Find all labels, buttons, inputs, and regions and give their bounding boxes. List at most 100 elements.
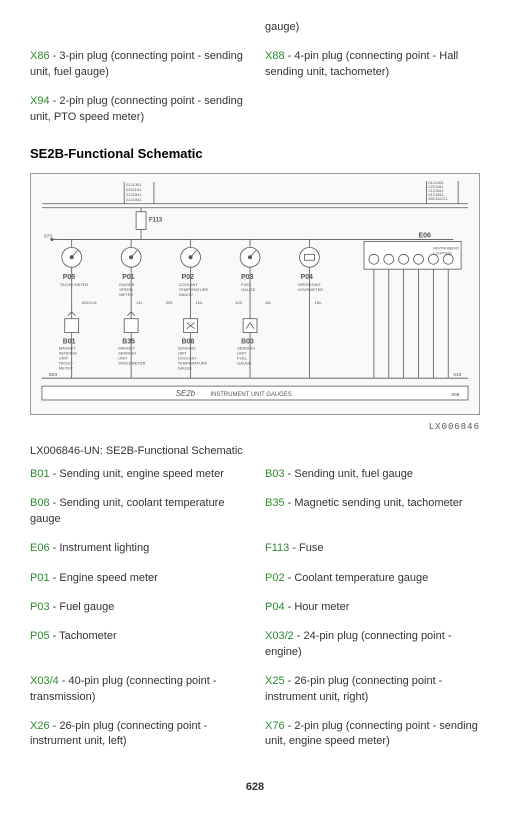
- ref-code: X03/4: [30, 675, 59, 687]
- ref-code: P03: [30, 601, 50, 613]
- figure-id: LX006846: [30, 421, 480, 434]
- svg-text:P02: P02: [182, 274, 194, 281]
- ref-entry: B03 - Sending unit, fuel gauge: [265, 467, 480, 482]
- svg-text:P01: P01: [122, 274, 134, 281]
- svg-text:622/1/41: 622/1/41: [82, 300, 97, 305]
- section-title: SE2B-Functional Schematic: [30, 145, 480, 163]
- schematic-svg: .l { stroke:#555; stroke-width:0.8; fill…: [37, 180, 473, 408]
- ref-desc: - Engine speed meter: [50, 572, 158, 584]
- top-row-1: X86 - 3-pin plug (connecting point - sen…: [30, 49, 480, 86]
- svg-text:10L: 10L: [265, 300, 272, 305]
- ref-code: B35: [265, 497, 285, 509]
- ref-row: P03 - Fuel gauge P04 - Hour meter: [30, 600, 480, 621]
- sender-b01: B01 MAGNET SENDING UNIT TACHO- METER: [59, 312, 79, 370]
- svg-text:1NL: 1NL: [196, 300, 204, 305]
- ref-entry: B35 - Magnetic sending unit, tachometer: [265, 496, 480, 527]
- ref-code: P05: [30, 630, 50, 642]
- ref-code: X25: [265, 675, 285, 687]
- gauge-p04: P04 OPERATING HOURMETER: [298, 240, 324, 293]
- ref-row: P01 - Engine speed meter P02 - Coolant te…: [30, 571, 480, 592]
- ref-code: X76: [265, 720, 285, 732]
- ref-entry: P04 - Hour meter: [265, 600, 480, 615]
- ref-entry: P02 - Coolant temperature gauge: [265, 571, 480, 586]
- ref-entry: B08 - Sending unit, coolant temperature …: [30, 496, 245, 527]
- code-x94: X94: [30, 95, 50, 107]
- desc-x86: - 3-pin plug (connecting point - sending…: [30, 50, 243, 77]
- ref-entry: F113 - Fuse: [265, 541, 480, 556]
- ref-code: E06: [30, 542, 50, 554]
- ref-entry: X76 - 2-pin plug (connecting point - sen…: [265, 719, 480, 750]
- ref-entry: X25 - 26-pin plug (connecting point - in…: [265, 674, 480, 705]
- ref-desc: - 24-pin plug (connecting point - engine…: [265, 630, 452, 657]
- reference-list: B01 - Sending unit, engine speed meterB0…: [30, 467, 480, 756]
- svg-text:METER: METER: [59, 365, 73, 370]
- svg-text:SPEEDMETER: SPEEDMETER: [118, 360, 145, 365]
- ref-desc: - Sending unit, coolant temperature gaug…: [30, 497, 224, 524]
- ref-code: X26: [30, 720, 50, 732]
- ref-row: E06 - Instrument lighting F113 - Fuse: [30, 541, 480, 562]
- svg-text:14L: 14L: [136, 300, 143, 305]
- top-continuation: gauge): [30, 20, 480, 41]
- ref-entry: P03 - Fuel gauge: [30, 600, 245, 615]
- ref-desc: - Coolant temperature gauge: [285, 572, 429, 584]
- ref-code: P04: [265, 601, 285, 613]
- svg-text:0121841: 0121841: [126, 197, 141, 202]
- svg-text:TACHO METER: TACHO METER: [60, 282, 89, 287]
- gauge-p01: P01 ENGINE SPEED- METER: [119, 240, 141, 297]
- ref-desc: - 40-pin plug (connecting point - transm…: [30, 675, 217, 702]
- col-left: [30, 20, 245, 41]
- svg-text:P04: P04: [301, 274, 313, 281]
- entry-x88: X88 - 4-pin plug (connecting point - Hal…: [265, 49, 480, 80]
- ref-entry: P05 - Tachometer: [30, 629, 245, 660]
- sender-b08: B08 SENDING UNIT COOLANT TEMPERATURE GAU…: [178, 319, 208, 371]
- figure-caption: LX006846-UN: SE2B-Functional Schematic: [30, 444, 480, 459]
- ref-desc: - Magnetic sending unit, tachometer: [285, 497, 463, 509]
- svg-text:B01: B01: [63, 339, 76, 346]
- svg-text:INSTRUMENT UNIT GAUGES: INSTRUMENT UNIT GAUGES: [210, 392, 291, 398]
- ref-entry: E06 - Instrument lighting: [30, 541, 245, 556]
- ref-code: B01: [30, 468, 50, 480]
- gauge-p05: P05 TACHO METER: [60, 240, 89, 288]
- fuse-f113: F113: [136, 208, 163, 240]
- ref-entry: B01 - Sending unit, engine speed meter: [30, 467, 245, 482]
- page-number: 628: [30, 780, 480, 795]
- svg-text:608: 608: [451, 392, 459, 398]
- svg-text:E06: E06: [418, 233, 430, 240]
- col-right-pre: gauge): [265, 20, 480, 35]
- sender-b35: B35 MAGNET SENDING UNIT SPEEDMETER: [118, 312, 145, 366]
- ref-row: B08 - Sending unit, coolant temperature …: [30, 496, 480, 533]
- svg-text:SE2b: SE2b: [176, 389, 196, 398]
- ref-row: P05 - Tachometer X03/2 - 24-pin plug (con…: [30, 629, 480, 666]
- svg-text:093: 093: [166, 300, 173, 305]
- ref-row: B01 - Sending unit, engine speed meterB0…: [30, 467, 480, 488]
- svg-text:310: 310: [453, 372, 461, 378]
- e06-block: E06 INSTRUMENT LIGHTING: [364, 233, 461, 379]
- svg-text:GAUGE: GAUGE: [178, 365, 193, 370]
- desc-x94: - 2-pin plug (connecting point - sending…: [30, 95, 243, 122]
- code-x88: X88: [265, 50, 285, 62]
- svg-text:GAUGE: GAUGE: [179, 292, 194, 297]
- ref-entry: X03/2 - 24-pin plug (connecting point - …: [265, 629, 480, 660]
- entry-x94: X94 - 2-pin plug (connecting point - sen…: [30, 94, 245, 125]
- sender-b03: B03 SENDING UNIT FUEL GAUGE: [237, 319, 257, 366]
- ref-desc: - 26-pin plug (connecting point - instru…: [30, 720, 207, 747]
- ref-desc: - 2-pin plug (connecting point - sending…: [265, 720, 478, 747]
- ref-desc: - Instrument lighting: [50, 542, 150, 554]
- ref-desc: - 26-pin plug (connecting point - instru…: [265, 675, 442, 702]
- svg-text:P03: P03: [241, 274, 253, 281]
- ref-entry: P01 - Engine speed meter: [30, 571, 245, 586]
- ref-desc: - Tachometer: [50, 630, 117, 642]
- svg-text:103: 103: [235, 300, 242, 305]
- ref-desc: - Fuse: [289, 542, 323, 554]
- svg-text:GAUGE: GAUGE: [241, 287, 256, 292]
- ref-code: B08: [30, 497, 50, 509]
- svg-text:8021ACC1: 8021ACC1: [428, 196, 447, 201]
- svg-text:GAUGE: GAUGE: [237, 360, 252, 365]
- svg-text:B35: B35: [122, 339, 135, 346]
- schematic-figure: .l { stroke:#555; stroke-width:0.8; fill…: [30, 173, 480, 415]
- top-row-2: X94 - 2-pin plug (connecting point - sen…: [30, 94, 480, 131]
- ref-code: F113: [265, 542, 289, 554]
- ref-desc: - Hour meter: [285, 601, 350, 613]
- svg-text:P05: P05: [63, 274, 75, 281]
- svg-text:1NL: 1NL: [314, 300, 322, 305]
